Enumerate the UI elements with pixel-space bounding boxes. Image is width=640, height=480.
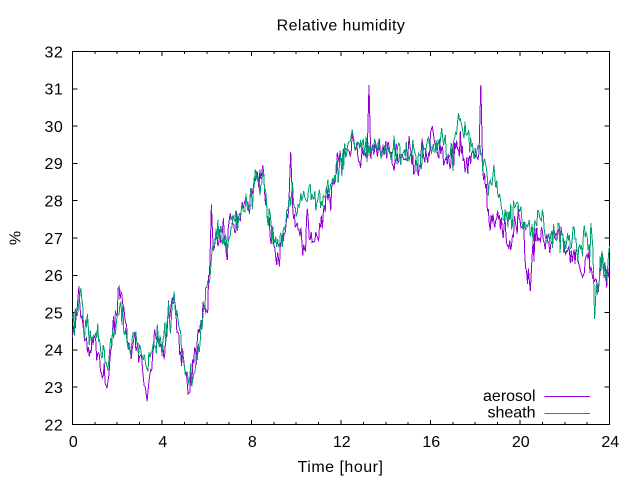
svg-text:22: 22 (45, 417, 64, 434)
svg-text:12: 12 (333, 434, 351, 451)
svg-text:aerosol: aerosol (483, 388, 535, 405)
svg-text:26: 26 (45, 268, 64, 285)
svg-text:sheath: sheath (487, 405, 535, 422)
svg-text:Time [hour]: Time [hour] (298, 459, 384, 476)
svg-text:32: 32 (45, 44, 64, 61)
svg-text:8: 8 (248, 434, 257, 451)
svg-text:29: 29 (45, 156, 64, 173)
svg-text:27: 27 (45, 231, 64, 248)
svg-text:%: % (7, 231, 24, 245)
svg-text:20: 20 (512, 434, 530, 451)
svg-text:28: 28 (45, 194, 64, 211)
svg-text:25: 25 (45, 305, 64, 322)
svg-text:23: 23 (45, 380, 64, 397)
svg-text:24: 24 (45, 343, 64, 360)
svg-text:24: 24 (601, 434, 619, 451)
svg-text:4: 4 (158, 434, 167, 451)
svg-text:16: 16 (422, 434, 440, 451)
svg-text:Relative humidity: Relative humidity (277, 18, 406, 35)
svg-text:31: 31 (45, 82, 64, 99)
svg-text:30: 30 (45, 119, 64, 136)
svg-text:0: 0 (69, 434, 78, 451)
